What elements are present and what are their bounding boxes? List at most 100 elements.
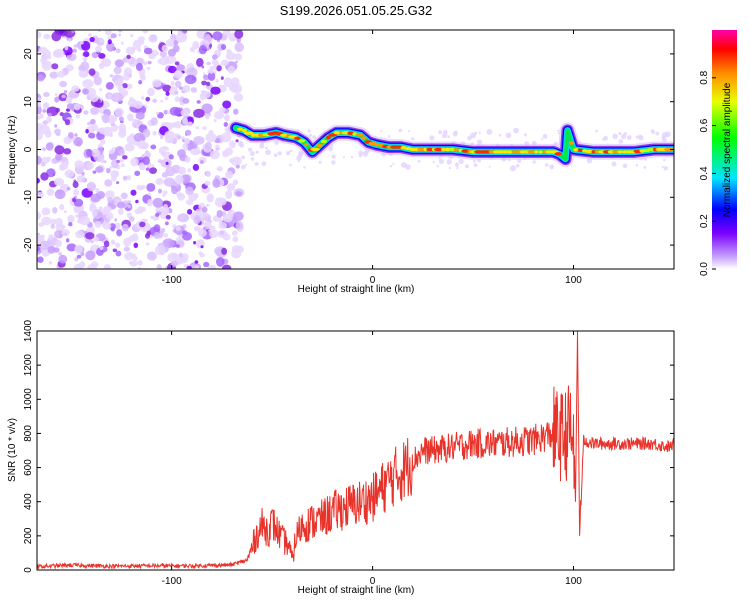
noise-blob — [90, 118, 96, 125]
noise-blob — [532, 160, 536, 164]
noise-blob — [233, 211, 244, 221]
noise-blob — [145, 96, 150, 102]
noise-blob — [106, 82, 114, 90]
noise-blob — [194, 260, 199, 264]
noise-blob — [115, 250, 122, 257]
noise-blob — [193, 215, 201, 225]
noise-blob — [417, 159, 421, 163]
noise-blob — [38, 124, 50, 135]
noise-blob — [193, 226, 201, 232]
noise-blob — [411, 137, 415, 141]
noise-blob — [46, 156, 51, 162]
noise-blob — [104, 179, 113, 187]
noise-blob — [328, 146, 333, 152]
noise-blob — [46, 168, 56, 178]
noise-blob — [53, 231, 60, 238]
noise-blob — [664, 131, 671, 138]
noise-blob — [193, 136, 205, 145]
noise-blob — [651, 130, 655, 134]
noise-blob — [116, 201, 126, 209]
noise-blob — [76, 175, 86, 183]
noise-blob — [638, 135, 644, 141]
noise-blob — [135, 62, 143, 71]
chart-title: S199.2026.051.05.25.G32 — [280, 3, 433, 18]
noise-blob — [82, 79, 94, 89]
noise-blob — [358, 150, 364, 156]
noise-blob — [162, 190, 168, 195]
noise-blob — [76, 254, 82, 259]
noise-blob — [40, 162, 46, 167]
noise-blob — [207, 71, 216, 81]
noise-blob — [149, 167, 157, 175]
noise-blob — [250, 157, 255, 161]
noise-blob — [200, 245, 204, 249]
colorbar-ticks: 0.0 0.2 0.4 0.6 0.8 — [699, 70, 716, 276]
noise-blob — [160, 99, 164, 103]
noise-blob — [185, 186, 194, 196]
noise-blob — [179, 107, 183, 110]
noise-blob — [148, 35, 158, 43]
noise-blob — [88, 132, 96, 139]
noise-blob — [39, 113, 44, 119]
noise-blob — [221, 150, 229, 158]
noise-blob — [182, 117, 189, 125]
spectrogram-y-tick-label: -20 — [23, 237, 34, 252]
noise-blob — [102, 222, 112, 230]
spectrogram-x-tick-label: -100 — [162, 275, 182, 286]
noise-blob — [193, 193, 199, 199]
noise-blob — [61, 229, 70, 237]
noise-blob — [154, 245, 166, 255]
noise-blob — [119, 158, 125, 163]
noise-blob — [147, 199, 154, 205]
ridge-hotspot — [534, 150, 539, 154]
noise-blob — [64, 45, 69, 51]
noise-blob — [274, 140, 279, 145]
noise-blob — [312, 135, 316, 140]
noise-blob — [130, 33, 134, 38]
noise-blob — [159, 229, 165, 235]
noise-blob — [90, 193, 101, 203]
noise-blob — [147, 192, 151, 196]
noise-blob — [119, 127, 127, 136]
noise-blob — [137, 260, 143, 266]
noise-blob — [407, 130, 411, 133]
noise-blob — [196, 57, 204, 67]
noise-blob — [456, 166, 459, 170]
noise-blob — [54, 93, 58, 96]
noise-blob — [103, 205, 112, 213]
noise-blob — [147, 87, 155, 97]
noise-blob — [184, 138, 188, 142]
noise-blob — [37, 31, 42, 39]
noise-blob — [138, 162, 146, 171]
noise-blob — [213, 118, 217, 123]
noise-blob — [58, 254, 68, 264]
noise-blob — [203, 74, 207, 78]
noise-blob — [73, 189, 80, 196]
snr-y-ticks: 0 200 400 600 800 1000 1200 1400 — [23, 319, 674, 573]
snr-series — [37, 331, 674, 570]
noise-blob — [37, 177, 40, 184]
noise-blob — [455, 162, 458, 165]
noise-blob — [164, 96, 169, 101]
noise-blob — [235, 60, 238, 64]
noise-blob — [59, 203, 65, 211]
ridge-hotspot — [374, 143, 380, 147]
noise-blob — [40, 172, 49, 181]
spectrogram-y-ticks: -20 -10 0 10 20 — [23, 48, 674, 252]
noise-blob — [655, 131, 659, 136]
noise-blob — [37, 97, 41, 101]
noise-blob — [37, 234, 43, 242]
spectrogram-ridge — [227, 120, 674, 168]
noise-blob — [212, 178, 221, 188]
noise-blob — [216, 210, 223, 218]
noise-blob — [231, 83, 242, 94]
noise-blob — [148, 53, 156, 60]
noise-blob — [73, 137, 83, 147]
ridge-hotspot — [304, 143, 309, 147]
noise-blob — [175, 244, 180, 248]
noise-blob — [144, 218, 148, 223]
noise-blob — [153, 231, 160, 240]
noise-blob — [75, 114, 80, 119]
noise-blob — [203, 220, 212, 230]
noise-blob — [73, 198, 84, 207]
